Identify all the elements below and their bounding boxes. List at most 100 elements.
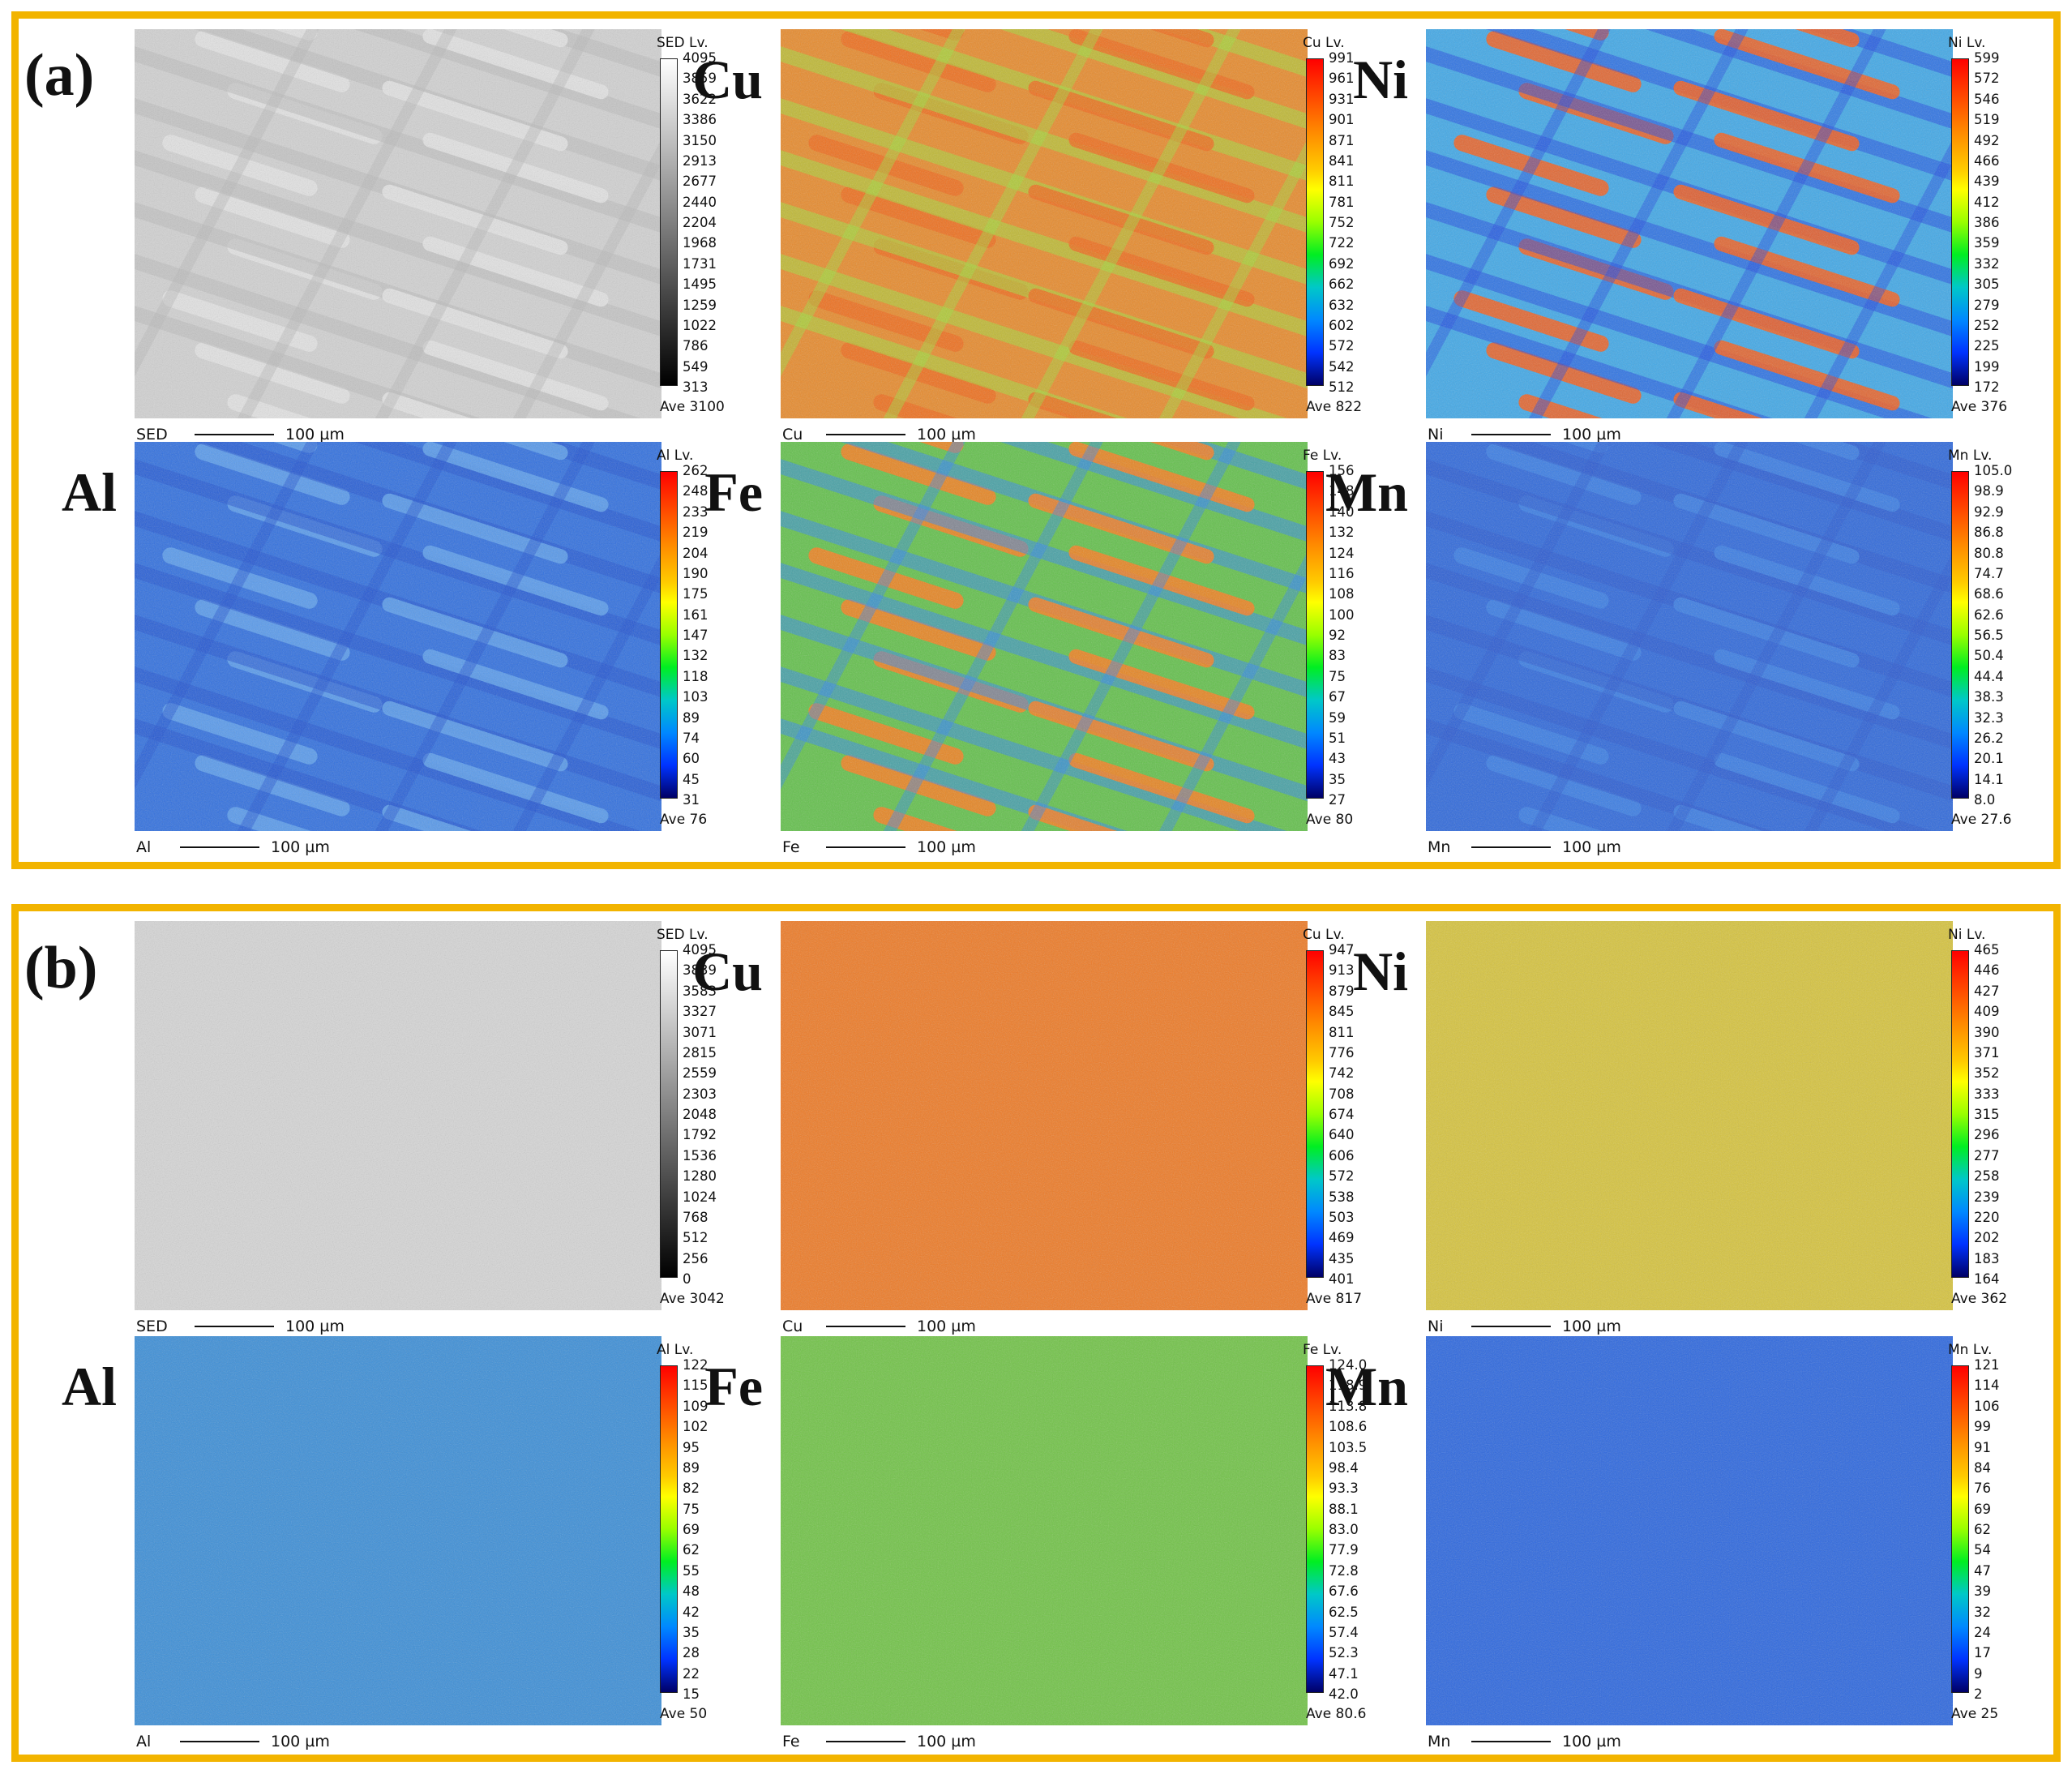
tick-label: 98.4 (1329, 1459, 1359, 1476)
tick-label: 35 (1329, 771, 1346, 787)
tick-label: 239 (1974, 1189, 2000, 1205)
tick-label: 674 (1329, 1107, 1355, 1122)
tick-label: 3859 (683, 71, 717, 87)
tick-label: 305 (1974, 276, 2000, 293)
tick-label: 742 (1329, 1065, 1355, 1082)
scale-bar-text: 100 µm (285, 426, 345, 444)
map-image (135, 921, 661, 1310)
tick-label: 57.4 (1329, 1624, 1359, 1640)
tick-label: 14.1 (1974, 771, 2004, 787)
colorbar (1951, 1365, 1969, 1693)
noise-overlay (781, 921, 1308, 1310)
scale-bar (180, 846, 259, 848)
tick-label: 3327 (683, 1004, 717, 1020)
tick-label: 98.9 (1974, 483, 2004, 499)
tick-label: 76 (1974, 1480, 1991, 1497)
tick-label: 20.1 (1974, 751, 2004, 767)
map-image (781, 921, 1308, 1310)
map-image (1426, 921, 1953, 1310)
tick-label: 15 (683, 1686, 700, 1702)
tick-label: 947 (1329, 942, 1355, 958)
tick-label: 89 (683, 709, 700, 726)
tick-label: 50.4 (1974, 648, 2004, 664)
tick-label: 262 (683, 463, 709, 478)
map-image (781, 1336, 1308, 1725)
scale-bar (1471, 434, 1551, 435)
tick-label: 811 (1329, 174, 1355, 190)
scale-bar-text: 100 µm (285, 1318, 345, 1335)
average-value: Ave 80 (1306, 812, 1354, 828)
tick-label: 28 (683, 1645, 700, 1661)
tick-label: 175 (683, 586, 709, 602)
tick-label: 572 (1329, 1168, 1355, 1185)
tick-label: 549 (683, 358, 709, 375)
scale-bar-text: 100 µm (917, 426, 976, 444)
tick-label: 140 (1329, 503, 1355, 520)
tick-label: 781 (1329, 194, 1355, 210)
map-image (1426, 442, 1953, 831)
tick-label: 68.6 (1974, 586, 2004, 602)
tick-label: 446 (1974, 962, 2000, 979)
scale-bar (826, 1741, 905, 1742)
colorbar (1951, 471, 1969, 799)
scale-bar (195, 1326, 274, 1327)
tick-label: 2 (1974, 1686, 1983, 1702)
colorbar (660, 58, 678, 386)
tick-label: 116 (1329, 565, 1355, 581)
noise-overlay (781, 29, 1308, 418)
tick-label: 124 (1329, 545, 1355, 561)
tick-label: 871 (1329, 132, 1355, 148)
scale-bar (826, 434, 905, 435)
tick-label: 572 (1329, 338, 1355, 354)
scale-bar-text: 100 µm (917, 1318, 976, 1335)
tick-label: 991 (1329, 50, 1355, 66)
scale-bar (1471, 846, 1551, 848)
colorbar-ticks: 124.0 118.9 113.8 108.6 103.5 98.4 93.3 88.1 83.… (1329, 1358, 1367, 1702)
element-label: Mn (1325, 1356, 1408, 1417)
tick-label: 108.6 (1329, 1419, 1368, 1435)
tick-label: 156 (1329, 463, 1355, 478)
tick-label: 2815 (683, 1044, 717, 1061)
panel-frame-a (11, 11, 2061, 869)
panel-frame-b (11, 904, 2061, 1762)
tick-label: 113.8 (1329, 1398, 1368, 1414)
tick-label: 22 (683, 1665, 700, 1682)
scale-element-label: Ni (1428, 426, 1444, 444)
scale-element-label: Fe (782, 1733, 800, 1750)
map-image-svg (781, 1336, 1308, 1725)
tick-label: 132 (683, 648, 709, 664)
scale-bar (180, 1741, 259, 1742)
colorbar (1306, 471, 1324, 799)
tick-label: 102 (683, 1419, 709, 1435)
tick-label: 225 (1974, 338, 2000, 354)
tick-label: 640 (1329, 1127, 1355, 1143)
map-image (781, 442, 1308, 831)
average-value: Ave 27.6 (1951, 812, 2012, 828)
element-label: Cu (692, 941, 763, 1002)
tick-label: 52.3 (1329, 1645, 1359, 1661)
tick-label: 148 (1329, 483, 1355, 499)
map-image (135, 1336, 661, 1725)
noise-overlay (1426, 29, 1953, 418)
tick-label: 83 (1329, 648, 1346, 664)
map-image-svg (135, 921, 661, 1310)
colorbar-ticks: 121 114 106 99 91 84 76 69 62 54 47 39 32 24 17 9 2 (1974, 1358, 2000, 1702)
level-label: SED Lv. (657, 927, 709, 943)
tick-label: 219 (683, 525, 709, 541)
level-label: Ni Lv. (1948, 927, 1986, 943)
average-value: Ave 3100 (660, 399, 725, 415)
scale-element-label: Al (136, 1733, 152, 1750)
tick-label: 88.1 (1329, 1501, 1359, 1517)
tick-label: 118 (683, 668, 709, 684)
tick-label: 74.7 (1974, 565, 2004, 581)
tick-label: 708 (1329, 1086, 1355, 1102)
tick-label: 161 (683, 606, 709, 623)
tick-label: 492 (1974, 132, 2000, 148)
tick-label: 572 (1974, 71, 2000, 87)
tick-label: 512 (1329, 379, 1355, 395)
panel-letter: (b) (24, 935, 98, 1001)
tick-label: 427 (1974, 983, 2000, 999)
colorbar (1306, 1365, 1324, 1693)
tick-label: 100 (1329, 606, 1355, 623)
noise-overlay (135, 29, 661, 418)
